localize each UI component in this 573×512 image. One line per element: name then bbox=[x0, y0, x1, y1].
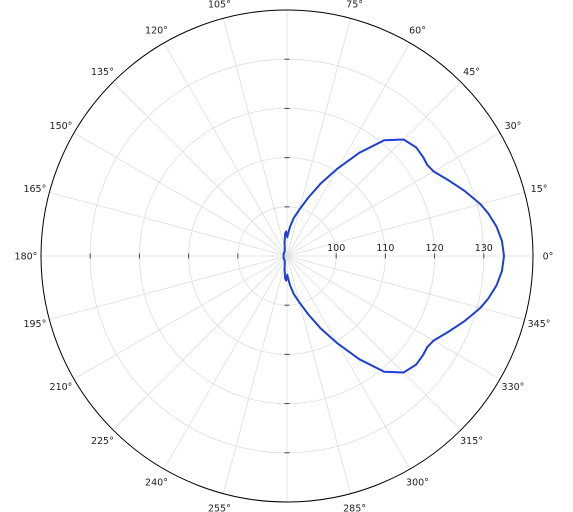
angle-tick-label: 150° bbox=[50, 121, 73, 132]
angle-tick-label: 255° bbox=[208, 504, 231, 512]
angular-gridline bbox=[286, 18, 352, 257]
outer-boundary bbox=[40, 9, 534, 503]
angle-tick-label: 0° bbox=[543, 252, 554, 263]
angle-tick-label: 285° bbox=[343, 504, 366, 512]
angle-tick-label: 60° bbox=[409, 26, 426, 37]
angle-tick-label: 120° bbox=[145, 26, 168, 37]
angular-gridline bbox=[49, 191, 288, 257]
angular-gridline bbox=[286, 255, 501, 380]
angular-gridline bbox=[286, 132, 501, 257]
radial-tick-label: 130 bbox=[475, 243, 493, 254]
angular-gridline bbox=[73, 255, 288, 380]
angular-gridline bbox=[222, 18, 288, 257]
angular-gridline bbox=[286, 255, 525, 321]
radial-tick-label: 110 bbox=[376, 243, 394, 254]
angle-tick-label: 345° bbox=[528, 319, 551, 330]
angular-gridline bbox=[112, 255, 288, 431]
series-line bbox=[282, 138, 505, 374]
angular-gridline bbox=[163, 255, 288, 470]
angle-tick-label: 15° bbox=[531, 184, 548, 195]
axis-labels: 0° 15° 30° 45° 60° 75° 90° 105° 120° 135° 150° 165°… bbox=[15, 0, 554, 512]
polar-grid bbox=[40, 9, 534, 503]
angle-tick-label: 90° bbox=[279, 0, 296, 2]
angle-tick-label: 225° bbox=[91, 436, 114, 447]
data-series bbox=[282, 138, 505, 374]
angular-gridline bbox=[73, 132, 288, 257]
angle-tick-label: 165° bbox=[23, 184, 46, 195]
angle-tick-label: 105° bbox=[208, 0, 231, 10]
angular-gridline bbox=[286, 255, 352, 494]
angular-gridline bbox=[222, 255, 288, 494]
angle-tick-label: 240° bbox=[145, 478, 168, 489]
angular-gridline bbox=[286, 255, 411, 470]
radial-tick-label: 100 bbox=[327, 243, 345, 254]
angle-tick-label: 75° bbox=[346, 0, 363, 10]
angle-tick-label: 30° bbox=[505, 121, 522, 132]
angle-tick-label: 180° bbox=[15, 252, 38, 263]
angular-gridline bbox=[286, 42, 411, 257]
angular-gridline bbox=[286, 81, 462, 257]
angle-tick-label: 195° bbox=[23, 319, 46, 330]
angle-tick-label: 300° bbox=[406, 478, 429, 489]
radial-tick-label: 120 bbox=[426, 243, 444, 254]
angular-gridline bbox=[163, 42, 288, 257]
angular-gridline bbox=[112, 81, 288, 257]
angle-tick-label: 210° bbox=[50, 382, 73, 393]
angular-gridline bbox=[49, 255, 288, 321]
angle-tick-label: 315° bbox=[460, 436, 483, 447]
angle-tick-label: 135° bbox=[91, 67, 114, 78]
angular-gridline bbox=[286, 191, 525, 257]
angular-gridline bbox=[286, 255, 462, 431]
angle-tick-label: 45° bbox=[463, 67, 480, 78]
angle-tick-label: 330° bbox=[502, 382, 525, 393]
